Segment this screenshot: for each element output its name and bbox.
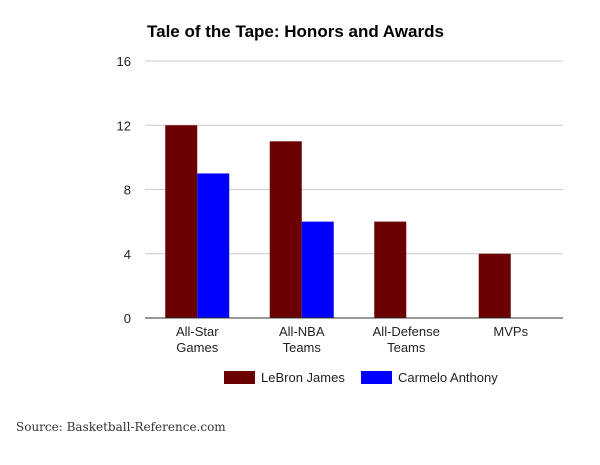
legend-label: LeBron James <box>261 370 345 385</box>
x-category-label: MVPs <box>493 324 528 339</box>
bar-lebron-james <box>165 125 198 318</box>
legend-label: Carmelo Anthony <box>398 370 498 385</box>
bar-lebron-james <box>374 221 407 318</box>
x-category-label: All-NBA Teams <box>279 324 325 355</box>
y-tick-label: 4 <box>124 247 131 262</box>
bar-lebron-james <box>269 141 302 318</box>
legend-swatch <box>224 371 255 384</box>
legend: LeBron James Carmelo Anthony <box>224 370 498 385</box>
y-tick-label: 8 <box>124 183 131 198</box>
bars <box>165 125 511 318</box>
y-axis-ticks: 0 4 8 12 16 <box>117 54 131 326</box>
x-axis-categories: All-Star Games All-NBA Teams All-Defense Team… <box>176 324 529 355</box>
y-tick-label: 0 <box>124 311 131 326</box>
bar-carmelo-anthony <box>301 221 334 318</box>
bar-lebron-james <box>478 253 511 318</box>
x-category-label: All-Star Games <box>176 324 219 355</box>
bar-carmelo-anthony <box>197 173 230 318</box>
source-note: Source: Basketball-Reference.com <box>16 420 226 434</box>
legend-swatch <box>361 371 392 384</box>
y-tick-label: 12 <box>117 118 131 133</box>
y-tick-label: 16 <box>117 54 131 69</box>
x-category-label: All-Defense Teams <box>373 324 440 355</box>
chart-title: Tale of the Tape: Honors and Awards <box>147 22 444 41</box>
